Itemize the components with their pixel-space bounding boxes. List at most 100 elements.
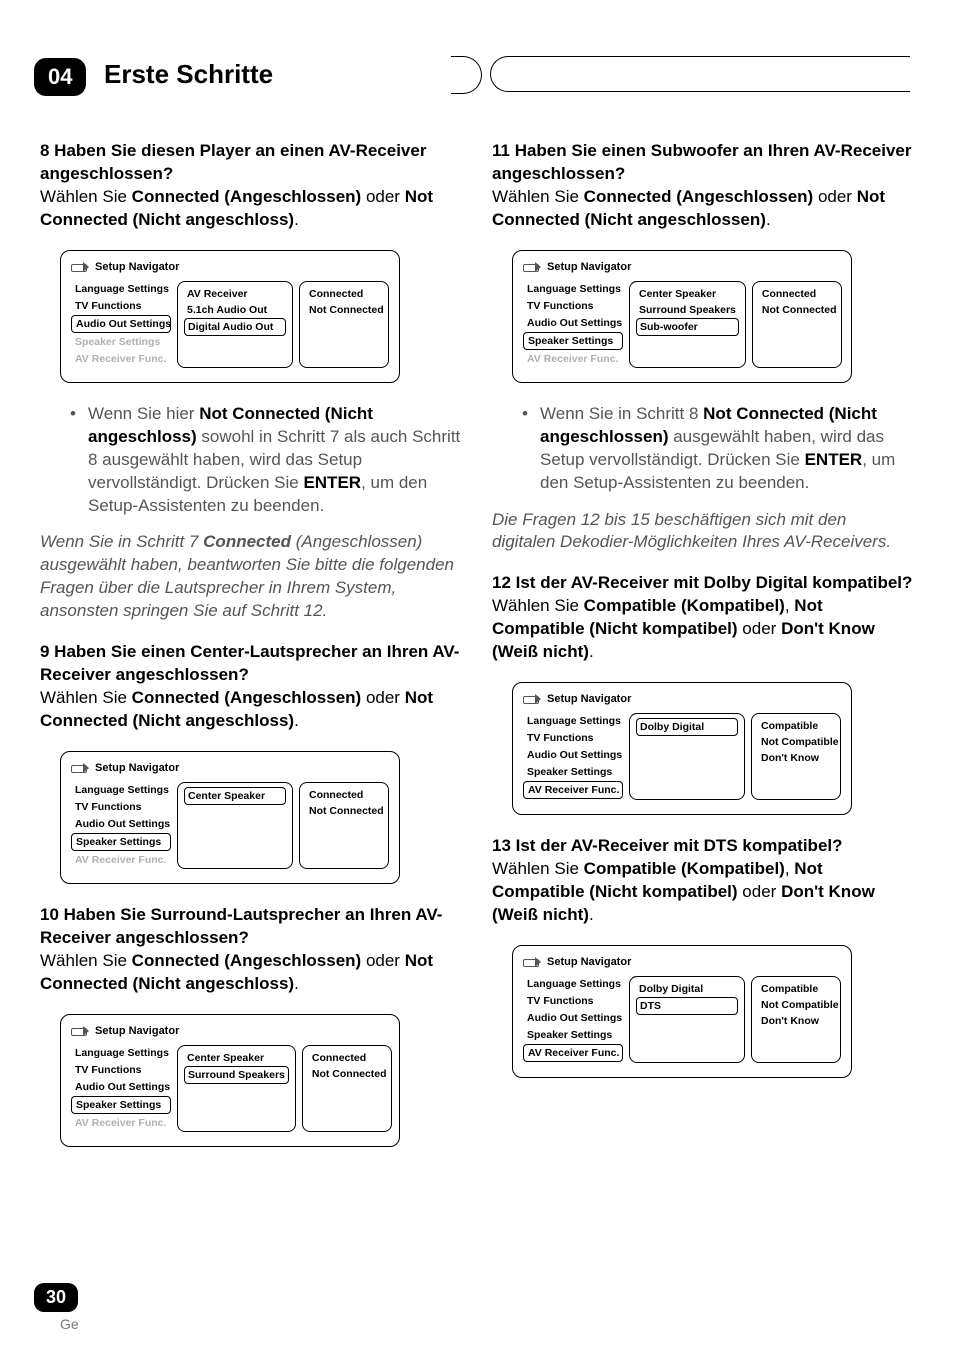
- nav-category-item: Speaker Settings: [71, 334, 171, 350]
- setup-navigator-11: Setup Navigator Language SettingsTV Funct…: [512, 250, 852, 383]
- nav-mid-item: Digital Audio Out: [184, 318, 286, 336]
- nav-middle-panel: AV Receiver5.1ch Audio OutDigital Audio …: [177, 281, 293, 368]
- step-12-text1: Wählen Sie: [492, 596, 584, 615]
- navigator-icon: [523, 694, 541, 704]
- nav-middle-panel: Dolby DigitalDTS: [629, 976, 745, 1063]
- nav-right-panel: ConnectedNot Connected: [752, 281, 842, 368]
- nav-mid-item: Dolby Digital: [636, 981, 738, 997]
- nav-categories: Language SettingsTV FunctionsAudio Out S…: [71, 281, 171, 368]
- nav-category-item: TV Functions: [523, 298, 623, 314]
- nav-category-item: Speaker Settings: [523, 764, 623, 780]
- step-10: 10 Haben Sie Surround-Lautsprecher an Ih…: [40, 904, 462, 996]
- nav-mid-item: Center Speaker: [184, 1050, 289, 1066]
- nav-columns: Language SettingsTV FunctionsAudio Out S…: [71, 281, 389, 368]
- step-9-end: .: [294, 711, 299, 730]
- nav-mid-item: Surround Speakers: [636, 302, 739, 318]
- right-column: 11 Haben Sie einen Subwoofer an Ihren AV…: [492, 140, 914, 1167]
- nav-mid-item: Center Speaker: [636, 286, 739, 302]
- setup-navigator-title-text: Setup Navigator: [95, 261, 179, 273]
- nav-category-item: Audio Out Settings: [523, 1010, 623, 1026]
- step-10-text2: oder: [361, 951, 404, 970]
- nav-categories: Language SettingsTV FunctionsAudio Out S…: [71, 1045, 171, 1132]
- chapter-title-wrap: Erste Schritte: [92, 56, 462, 92]
- nav-category-item: Language Settings: [523, 281, 623, 297]
- step-8-end: .: [294, 210, 299, 229]
- nav-mid-item: Center Speaker: [184, 787, 286, 805]
- bullet-8-t1: Wenn Sie hier: [88, 404, 199, 423]
- navigator-icon: [523, 262, 541, 272]
- bullet-8: Wenn Sie hier Not Connected (Nicht anges…: [70, 403, 462, 518]
- nav-middle-panel: Center SpeakerSurround SpeakersSub-woofe…: [629, 281, 746, 368]
- nav-right-panel: CompatibleNot CompatibleDon't Know: [751, 713, 841, 800]
- nav-mid-item: 5.1ch Audio Out: [184, 302, 286, 318]
- nav-mid-item: Surround Speakers: [184, 1066, 289, 1084]
- nav-right-item: Compatible: [758, 981, 834, 997]
- nav-category-item: Audio Out Settings: [523, 747, 623, 763]
- bullet-11-b2: ENTER: [805, 450, 863, 469]
- step-10-end: .: [294, 974, 299, 993]
- nav-category-item: Audio Out Settings: [71, 816, 171, 832]
- nav-right-item: Connected: [759, 286, 835, 302]
- nav-middle-panel: Dolby Digital: [629, 713, 745, 800]
- setup-navigator-12: Setup NavigatorLanguage SettingsTV Funct…: [512, 682, 852, 815]
- step-13-question: 13 Ist der AV-Receiver mit DTS kompatibe…: [492, 836, 843, 855]
- nav-columns: Language SettingsTV FunctionsAudio Out S…: [71, 1045, 389, 1132]
- nav-middle-panel: Center SpeakerSurround Speakers: [177, 1045, 296, 1132]
- nav-mid-item: Sub-woofer: [636, 318, 739, 336]
- chapter-number-badge: 04: [34, 58, 86, 96]
- setup-navigator-title: Setup Navigator: [523, 261, 841, 273]
- nav-right-panel: CompatibleNot CompatibleDon't Know: [751, 976, 841, 1063]
- nav-categories: Language SettingsTV FunctionsAudio Out S…: [71, 782, 171, 869]
- nav-category-item: AV Receiver Func.: [71, 852, 171, 868]
- nav-right-item: Compatible: [758, 718, 834, 734]
- step-8-opt1: Connected (Angeschlossen): [132, 187, 362, 206]
- nav-right-item: Not Compatible: [758, 997, 834, 1013]
- nav-right-item: Not Connected: [759, 302, 835, 318]
- navigator-icon: [71, 262, 89, 272]
- step-10-opt1: Connected (Angeschlossen): [132, 951, 362, 970]
- left-column: 8 Haben Sie diesen Player an einen AV-Re…: [40, 140, 462, 1167]
- step-11-text1: Wählen Sie: [492, 187, 584, 206]
- step-12: 12 Ist der AV-Receiver mit Dolby Digital…: [492, 572, 914, 664]
- nav-category-item: AV Receiver Func.: [71, 351, 171, 367]
- step-10-text1: Wählen Sie: [40, 951, 132, 970]
- step-11: 11 Haben Sie einen Subwoofer an Ihren AV…: [492, 140, 914, 232]
- nav-category-item: AV Receiver Func.: [71, 1115, 171, 1131]
- navigator-icon: [71, 1026, 89, 1036]
- nav-mid-item: AV Receiver: [184, 286, 286, 302]
- page-number-badge: 30: [34, 1283, 78, 1312]
- step-11-end: .: [766, 210, 771, 229]
- nav-category-item: Language Settings: [523, 713, 623, 729]
- nav-middle-panel: Center Speaker: [177, 782, 293, 869]
- step-13-end: .: [589, 905, 594, 924]
- setup-navigator-title: Setup Navigator: [71, 762, 389, 774]
- nav-category-item: Language Settings: [71, 1045, 171, 1061]
- step-11-question: 11 Haben Sie einen Subwoofer an Ihren AV…: [492, 141, 911, 183]
- setup-navigator-title: Setup Navigator: [523, 956, 841, 968]
- step-11-text2: oder: [813, 187, 856, 206]
- nav-mid-item: DTS: [636, 997, 738, 1015]
- step-13-text2: oder: [738, 882, 781, 901]
- note-8-b1: Connected: [203, 532, 291, 551]
- step-13-sep1: ,: [785, 859, 794, 878]
- nav-category-item: Language Settings: [71, 281, 171, 297]
- header-decoration: [490, 56, 910, 92]
- nav-category-item: TV Functions: [71, 298, 171, 314]
- setup-navigator-title: Setup Navigator: [71, 1025, 389, 1037]
- note-11: Die Fragen 12 bis 15 beschäftigen sich m…: [492, 509, 914, 555]
- nav-category-item: TV Functions: [523, 730, 623, 746]
- nav-categories: Language SettingsTV FunctionsAudio Out S…: [523, 976, 623, 1063]
- step-11-opt1: Connected (Angeschlossen): [584, 187, 814, 206]
- nav-mid-item: Dolby Digital: [636, 718, 738, 736]
- nav-category-item: Language Settings: [523, 976, 623, 992]
- nav-category-item: Speaker Settings: [523, 1027, 623, 1043]
- step-13: 13 Ist der AV-Receiver mit DTS kompatibe…: [492, 835, 914, 927]
- setup-navigator-title: Setup Navigator: [71, 261, 389, 273]
- nav-category-item: Speaker Settings: [71, 1096, 171, 1114]
- navigator-icon: [71, 763, 89, 773]
- setup-navigator-title-text: Setup Navigator: [547, 956, 631, 968]
- setup-navigator-title-text: Setup Navigator: [95, 1025, 179, 1037]
- nav-right-panel: ConnectedNot Connected: [299, 782, 389, 869]
- step-13-text1: Wählen Sie: [492, 859, 584, 878]
- nav-right-item: Not Compatible: [758, 734, 834, 750]
